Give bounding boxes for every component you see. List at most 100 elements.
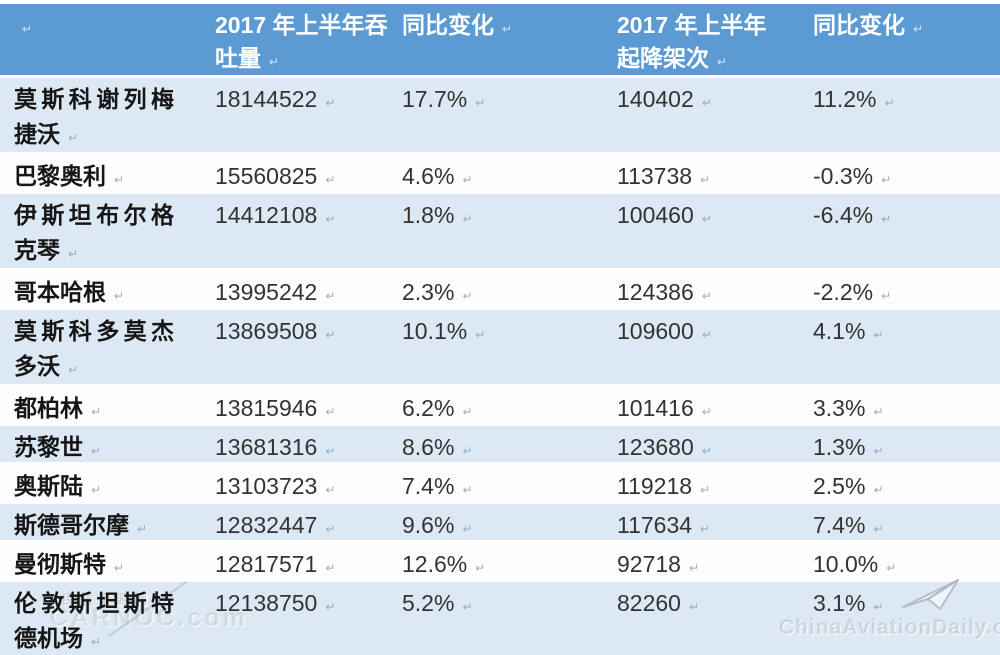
header-cell-throughput: 2017 年上半年吞吐量 <box>200 4 390 75</box>
throughput-change-value: 6.2% <box>402 395 473 421</box>
movements-value: 124386 <box>617 279 712 305</box>
movements-change-cell: 1.3% <box>800 426 1000 462</box>
movements-change-cell: 2.5% <box>800 465 1000 501</box>
throughput-change-value: 12.6% <box>402 551 485 577</box>
movements-change-value: 7.4% <box>813 512 884 538</box>
throughput-value: 14412108 <box>215 202 335 228</box>
throughput-change-value: 4.6% <box>402 163 473 189</box>
throughput-cell: 14412108 <box>200 194 390 268</box>
movements-change-cell: -6.4% <box>800 194 1000 268</box>
airport-name: 斯德哥尔摩 <box>14 512 147 538</box>
throughput-change-value: 10.1% <box>402 318 485 344</box>
airport-name-cell: 莫斯科多莫杰多沃 <box>0 310 200 384</box>
throughput-change-cell: 1.8% <box>390 194 600 268</box>
throughput-cell: 12138750 <box>200 582 390 655</box>
movements-value: 113738 <box>617 163 710 189</box>
airport-name-cell: 曼彻斯特 <box>0 543 200 579</box>
table-row: 都柏林 13815946 6.2% 101416 3.3% <box>0 384 1000 423</box>
throughput-value: 13815946 <box>215 395 335 421</box>
movements-change-cell: 3.3% <box>800 387 1000 423</box>
movements-value: 140402 <box>617 86 712 112</box>
throughput-cell: 13869508 <box>200 310 390 384</box>
throughput-cell: 12817571 <box>200 543 390 579</box>
movements-cell: 117634 <box>600 504 800 540</box>
movements-cell: 100460 <box>600 194 800 268</box>
airport-name: 莫斯科谢列梅捷沃 <box>14 86 174 147</box>
throughput-value: 13681316 <box>215 434 335 460</box>
movements-change-value: -2.2% <box>813 279 891 305</box>
movements-change-cell: 10.0% <box>800 543 1000 579</box>
throughput-change-value: 5.2% <box>402 590 473 616</box>
airport-name-cell: 斯德哥尔摩 <box>0 504 200 540</box>
throughput-value: 12138750 <box>215 590 335 616</box>
throughput-value: 12832447 <box>215 512 335 538</box>
table-row: 伦敦斯坦斯特德机场 12138750 5.2% 82260 3.1% <box>0 579 1000 655</box>
airport-name-cell: 都柏林 <box>0 387 200 423</box>
header-cell-movements-change: 同比变化 <box>800 4 1000 75</box>
movements-value: 119218 <box>617 473 710 499</box>
throughput-cell: 13995242 <box>200 271 390 307</box>
airport-name: 巴黎奥利 <box>14 163 124 189</box>
movements-value: 92718 <box>617 551 699 577</box>
throughput-value: 15560825 <box>215 163 335 189</box>
table-row: 莫斯科谢列梅捷沃 18144522 17.7% 140402 11.2% <box>0 75 1000 152</box>
table-row: 奥斯陆 13103723 7.4% 119218 2.5% <box>0 462 1000 501</box>
throughput-change-value: 7.4% <box>402 473 473 499</box>
header-cell-empty <box>0 4 200 75</box>
airport-name: 哥本哈根 <box>14 279 124 305</box>
throughput-cell: 13103723 <box>200 465 390 501</box>
movements-change-value: 2.5% <box>813 473 884 499</box>
throughput-change-cell: 9.6% <box>390 504 600 540</box>
throughput-value: 12817571 <box>215 551 335 577</box>
movements-cell: 82260 <box>600 582 800 655</box>
header-label-throughput-change: 同比变化 <box>402 12 512 38</box>
movements-cell: 109600 <box>600 310 800 384</box>
movements-value: 101416 <box>617 395 712 421</box>
movements-change-value: 4.1% <box>813 318 884 344</box>
header-label-empty <box>14 12 32 38</box>
throughput-value: 13869508 <box>215 318 335 344</box>
header-cell-movements: 2017 年上半年起降架次 <box>600 4 800 75</box>
table-row: 巴黎奥利 15560825 4.6% 113738 -0.3% <box>0 152 1000 191</box>
throughput-value: 13103723 <box>215 473 335 499</box>
movements-cell: 124386 <box>600 271 800 307</box>
airport-name-cell: 奥斯陆 <box>0 465 200 501</box>
movements-change-cell: 11.2% <box>800 78 1000 152</box>
throughput-change-cell: 5.2% <box>390 582 600 655</box>
airport-name: 曼彻斯特 <box>14 551 124 577</box>
throughput-change-cell: 10.1% <box>390 310 600 384</box>
throughput-change-value: 1.8% <box>402 202 473 228</box>
header-label-movements: 2017 年上半年起降架次 <box>617 12 767 71</box>
airport-name-cell: 伊斯坦布尔格克琴 <box>0 194 200 268</box>
airport-name-cell: 巴黎奥利 <box>0 155 200 191</box>
throughput-change-value: 9.6% <box>402 512 473 538</box>
throughput-change-cell: 4.6% <box>390 155 600 191</box>
throughput-value: 18144522 <box>215 86 335 112</box>
airport-name: 苏黎世 <box>14 434 101 460</box>
table-row: 莫斯科多莫杰多沃 13869508 10.1% 109600 4.1% <box>0 307 1000 384</box>
movements-change-cell: -2.2% <box>800 271 1000 307</box>
movements-cell: 113738 <box>600 155 800 191</box>
movements-change-value: 3.3% <box>813 395 884 421</box>
throughput-cell: 13815946 <box>200 387 390 423</box>
table-row: 哥本哈根 13995242 2.3% 124386 -2.2% <box>0 268 1000 307</box>
movements-change-value: 3.1% <box>813 590 884 616</box>
table-header-row: 2017 年上半年吞吐量 同比变化 2017 年上半年起降架次 同比变化 <box>0 4 1000 75</box>
header-cell-throughput-change: 同比变化 <box>390 4 600 75</box>
throughput-change-cell: 7.4% <box>390 465 600 501</box>
throughput-change-cell: 8.6% <box>390 426 600 462</box>
table-row: 曼彻斯特 12817571 12.6% 92718 10.0% <box>0 540 1000 579</box>
throughput-cell: 12832447 <box>200 504 390 540</box>
movements-change-value: 1.3% <box>813 434 884 460</box>
header-label-throughput: 2017 年上半年吞吐量 <box>215 12 388 71</box>
throughput-change-value: 8.6% <box>402 434 473 460</box>
throughput-value: 13995242 <box>215 279 335 305</box>
movements-cell: 101416 <box>600 387 800 423</box>
movements-cell: 92718 <box>600 543 800 579</box>
throughput-change-value: 17.7% <box>402 86 485 112</box>
throughput-change-cell: 2.3% <box>390 271 600 307</box>
airport-name-cell: 莫斯科谢列梅捷沃 <box>0 78 200 152</box>
movements-value: 117634 <box>617 512 710 538</box>
airport-name: 伊斯坦布尔格克琴 <box>14 202 174 263</box>
